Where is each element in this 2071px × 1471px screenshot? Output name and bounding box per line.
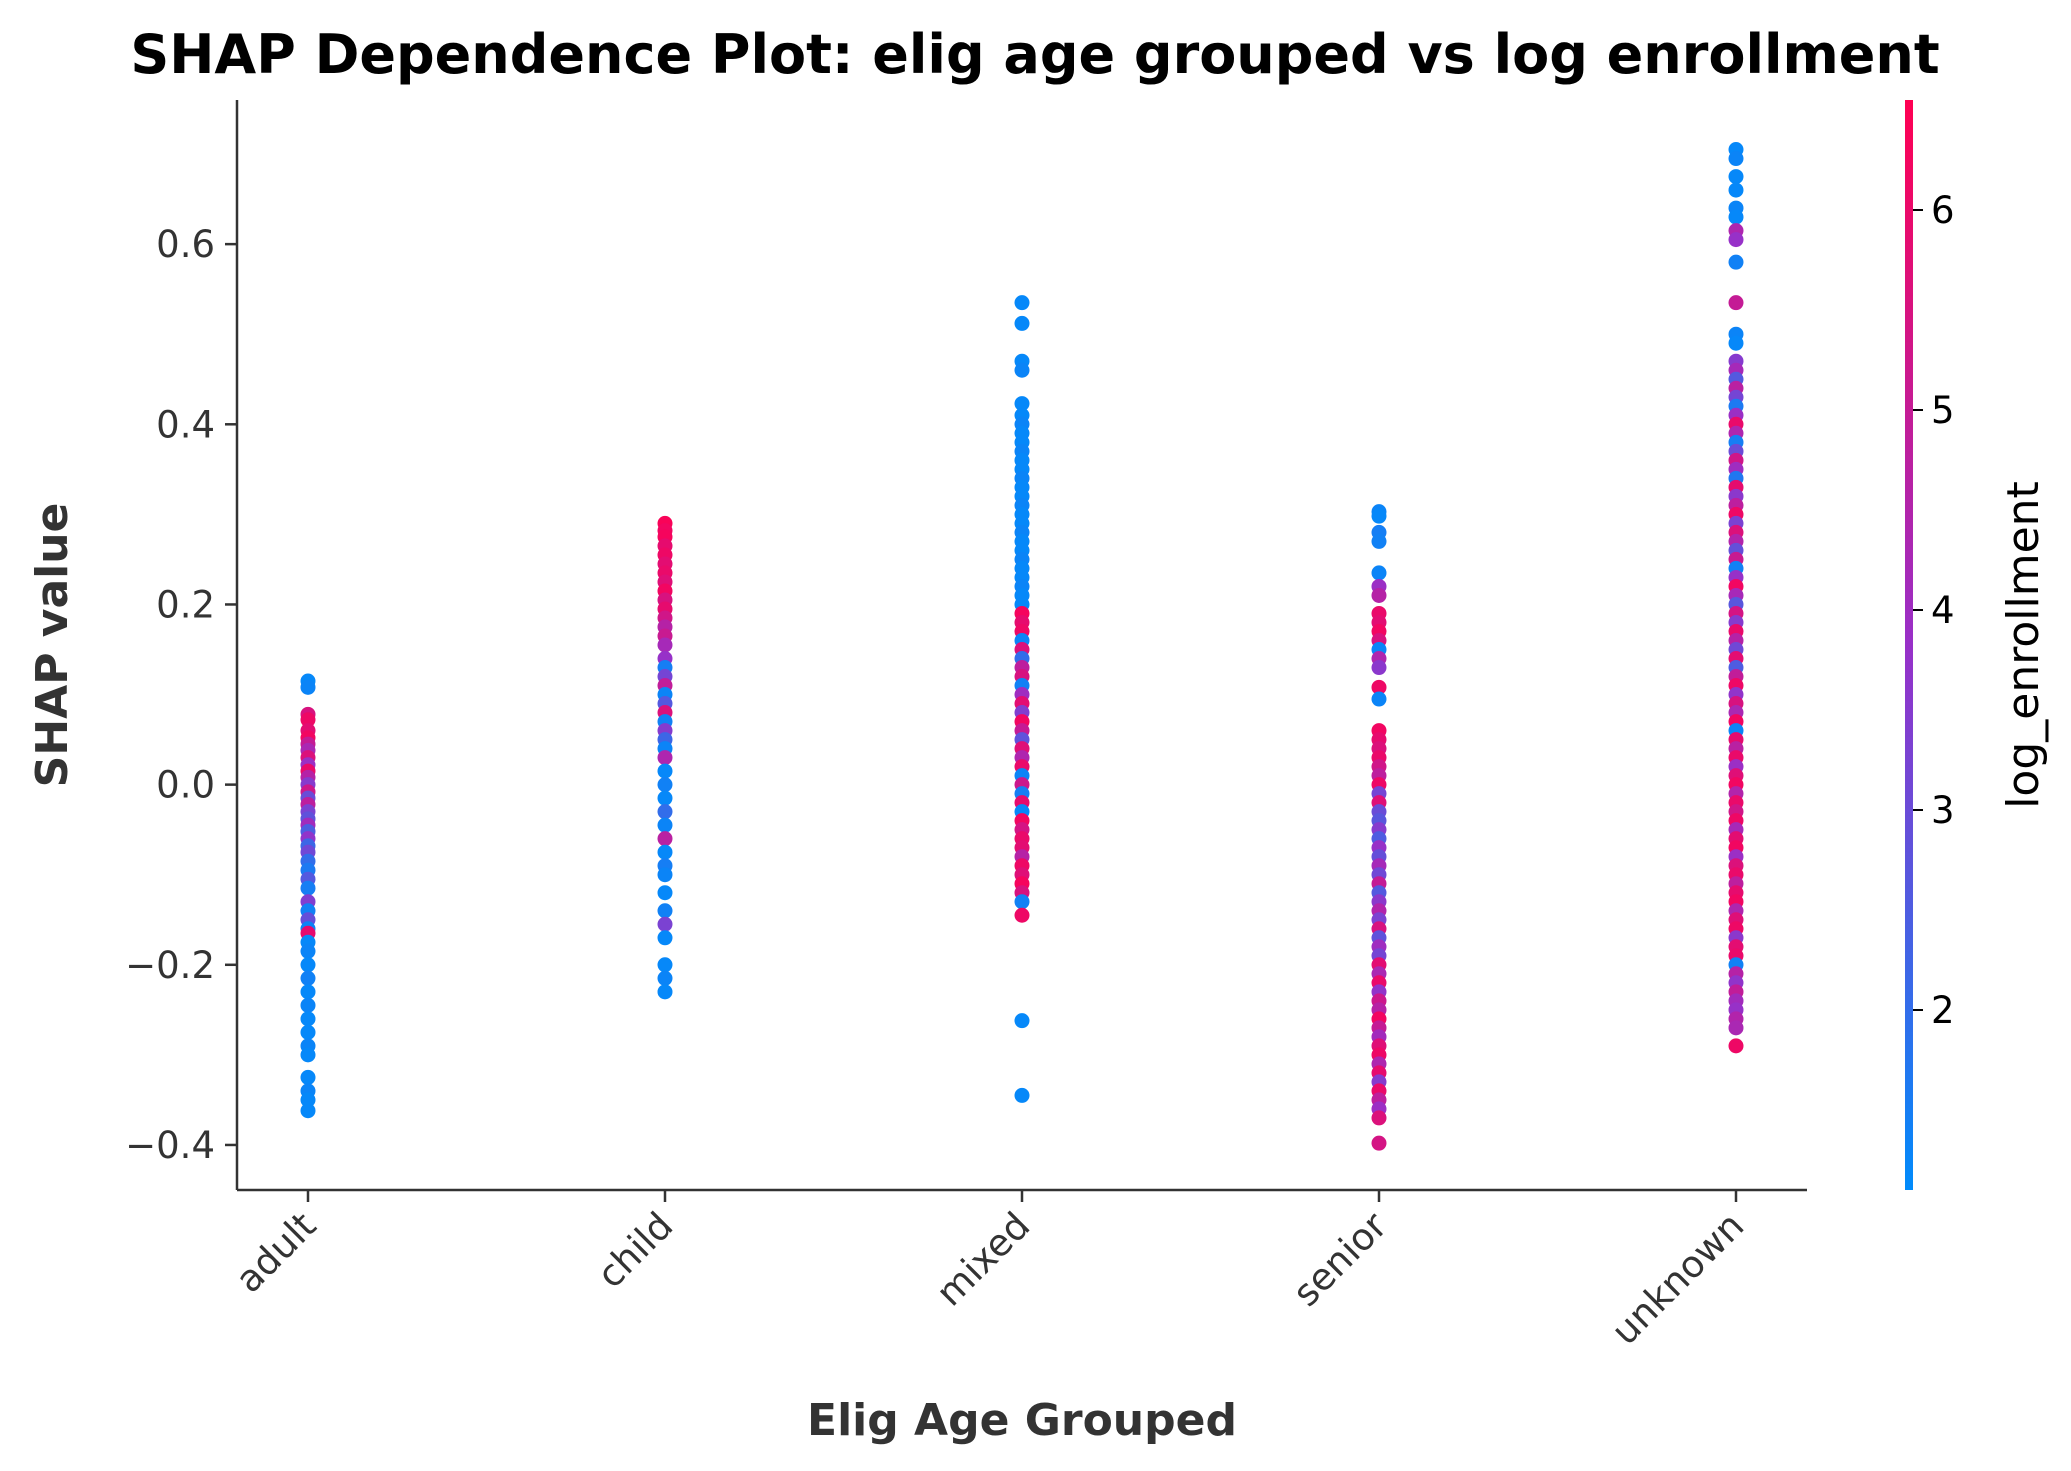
data-point-senior: [1371, 533, 1387, 549]
data-point-adult: [300, 984, 316, 1000]
data-point-child: [657, 750, 673, 766]
data-point-child: [657, 817, 673, 833]
y-tick-label: −0.2: [125, 944, 215, 987]
data-point-child: [657, 916, 673, 932]
data-point-mixed: [1014, 894, 1030, 910]
data-point-child: [657, 790, 673, 806]
data-point-adult: [300, 1103, 316, 1119]
data-point-adult: [300, 957, 316, 973]
data-point-child: [657, 763, 673, 779]
data-point-adult: [300, 1092, 316, 1108]
data-point-child: [657, 844, 673, 860]
data-point-senior: [1371, 679, 1387, 695]
y-tick-label: 0.4: [156, 403, 215, 446]
data-point-adult: [300, 712, 316, 728]
x-tick-label-unknown: unknown: [1603, 1204, 1752, 1353]
data-point-adult: [300, 1069, 316, 1085]
colorbar-ticks: 2 3 4 5 6: [1913, 189, 1955, 1032]
chart-title: SHAP Dependence Plot: elig age grouped v…: [130, 23, 1939, 86]
data-point-unknown: [1728, 182, 1744, 198]
data-point-child: [657, 804, 673, 820]
colorbar-gradient: [1905, 100, 1913, 1190]
data-point-child: [657, 831, 673, 847]
data-point-adult: [300, 679, 316, 695]
data-point-child: [657, 867, 673, 883]
data-point-child: [657, 777, 673, 793]
colorbar-tick-label: 5: [1931, 389, 1955, 432]
data-point-unknown: [1728, 335, 1744, 351]
data-point-unknown: [1728, 254, 1744, 270]
x-tick-label-adult: adult: [227, 1204, 324, 1301]
data-point-mixed: [1014, 1087, 1030, 1103]
data-point-senior: [1371, 1135, 1387, 1151]
data-point-adult: [300, 880, 316, 896]
data-point-adult: [300, 1047, 316, 1063]
data-point-adult: [300, 970, 316, 986]
data-point-child: [657, 885, 673, 901]
data-point-child: [657, 637, 673, 653]
colorbar-tick-label: 2: [1931, 989, 1955, 1032]
data-point-unknown: [1728, 1020, 1744, 1036]
y-tick-label: 0.0: [156, 764, 215, 807]
data-point-mixed: [1014, 907, 1030, 923]
colorbar-tick-label: 6: [1931, 189, 1955, 232]
data-point-senior: [1371, 587, 1387, 603]
data-point-child: [657, 957, 673, 973]
colorbar-label: log_enrollment: [1998, 481, 2049, 809]
points-layer: [300, 142, 1744, 1151]
data-point-adult: [300, 1011, 316, 1027]
data-point-child: [657, 903, 673, 919]
plot-area: −0.4 −0.2 0.0 0.2 0.4 0.6 adult child mixed seni…: [125, 100, 1807, 1353]
x-ticks: adult child mixed senior unknown: [227, 1190, 1752, 1353]
data-point-unknown: [1728, 151, 1744, 167]
data-point-child: [657, 984, 673, 1000]
colorbar-tick-label: 4: [1931, 589, 1955, 632]
data-point-mixed: [1014, 362, 1030, 378]
data-point-senior: [1371, 691, 1387, 707]
data-point-senior: [1371, 660, 1387, 676]
x-axis-label: Elig Age Grouped: [807, 1395, 1237, 1446]
data-point-unknown: [1728, 1038, 1744, 1054]
x-tick-label-senior: senior: [1285, 1203, 1396, 1314]
data-point-unknown: [1728, 209, 1744, 225]
data-point-mixed: [1014, 315, 1030, 331]
data-point-adult: [300, 943, 316, 959]
y-tick-label: 0.2: [156, 583, 215, 626]
y-axis-label: SHAP value: [27, 503, 78, 788]
x-tick-label-mixed: mixed: [928, 1204, 1039, 1315]
data-point-unknown: [1728, 169, 1744, 185]
y-tick-label: 0.6: [156, 223, 215, 266]
data-point-child: [657, 970, 673, 986]
data-point-unknown: [1728, 232, 1744, 248]
y-tick-label: −0.4: [125, 1124, 215, 1167]
y-ticks: −0.4 −0.2 0.0 0.2 0.4 0.6: [125, 223, 237, 1167]
colorbar: 2 3 4 5 6 log_enrollment: [1905, 100, 2049, 1190]
data-point-senior: [1371, 1110, 1387, 1126]
data-point-adult: [300, 1024, 316, 1040]
data-point-unknown: [1728, 295, 1744, 311]
data-point-senior: [1371, 565, 1387, 581]
data-point-adult: [300, 997, 316, 1013]
data-point-mixed: [1014, 295, 1030, 311]
data-point-mixed: [1014, 396, 1030, 412]
x-tick-label-child: child: [589, 1204, 682, 1297]
data-point-senior: [1371, 508, 1387, 524]
colorbar-tick-label: 3: [1931, 789, 1955, 832]
data-point-child: [657, 930, 673, 946]
data-point-mixed: [1014, 1013, 1030, 1029]
